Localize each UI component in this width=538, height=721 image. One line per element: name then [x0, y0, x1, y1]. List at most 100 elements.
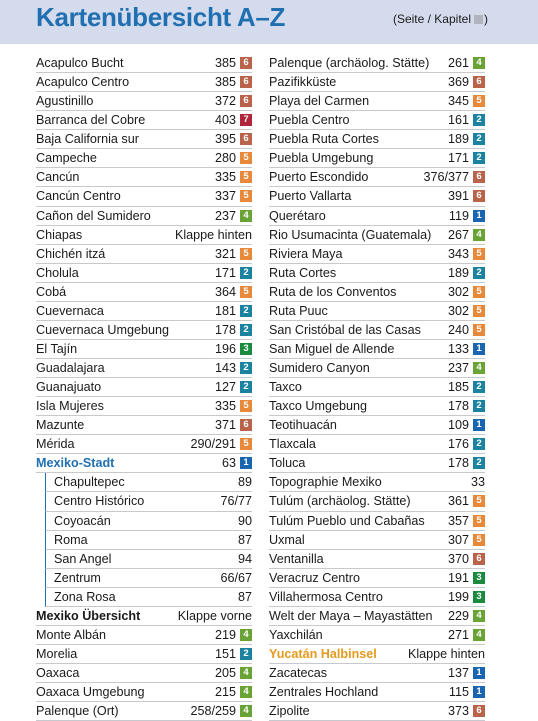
index-row[interactable]: Chapultepec 89 — [45, 473, 252, 493]
index-row[interactable]: Mexiko Übersicht Klappe vorne — [36, 607, 252, 626]
index-row[interactable]: Puerto Vallarta 391 6 — [269, 187, 485, 207]
index-row[interactable]: Zipolite 373 6 — [269, 702, 485, 721]
index-row[interactable]: Palenque (Ort) 258/259 4 — [36, 702, 252, 721]
chapter-badge: 5 — [240, 152, 252, 165]
index-row[interactable]: Cuevernaca 181 2 — [36, 302, 252, 321]
map-name: Cancún — [36, 170, 80, 185]
index-row[interactable]: Querétaro 119 1 — [269, 207, 485, 226]
page-number: 115 — [448, 685, 469, 700]
index-row[interactable]: San Miguel de Allende 133 1 — [269, 340, 485, 359]
index-row[interactable]: Ruta de los Conventos 302 5 — [269, 283, 485, 302]
index-row[interactable]: Monte Albán 219 4 — [36, 626, 252, 645]
index-row[interactable]: Cancún 335 5 — [36, 168, 252, 188]
index-row[interactable]: Zacatecas 137 1 — [269, 664, 485, 684]
page-number: 127 — [214, 380, 236, 395]
page-header: Kartenübersicht A–Z (Seite / Kapitel) — [0, 0, 538, 44]
index-row[interactable]: Uxmal 307 5 — [269, 531, 485, 550]
index-row[interactable]: Acapulco Bucht 385 6 — [36, 54, 252, 74]
index-row[interactable]: Ventanilla 370 6 — [269, 550, 485, 569]
index-row[interactable]: San Angel 94 — [45, 549, 252, 569]
index-row[interactable]: Playa del Carmen 345 5 — [269, 92, 485, 112]
page-number: 357 — [447, 513, 469, 528]
index-row[interactable]: Toluca 178 2 — [269, 454, 485, 474]
chapter-badge: 4 — [240, 686, 252, 699]
index-row[interactable]: Campeche 280 5 — [36, 149, 252, 169]
index-row[interactable]: El Tajín 196 3 — [36, 340, 252, 359]
index-row[interactable]: Chiapas Klappe hinten — [36, 226, 252, 245]
index-row[interactable]: Cañon del Sumidero 237 4 — [36, 207, 252, 226]
index-row[interactable]: Rio Usumacinta (Guatemala) 267 4 — [269, 226, 485, 245]
page-number: 90 — [237, 513, 252, 528]
page-number: 385 — [214, 56, 236, 70]
index-row[interactable]: Sumidero Canyon 237 4 — [269, 359, 485, 379]
index-row[interactable]: Tulúm Pueblo und Cabañas 357 5 — [269, 512, 485, 531]
index-row[interactable]: Cobá 364 5 — [36, 283, 252, 302]
index-row[interactable]: Centro Histórico 76/77 — [45, 492, 252, 512]
index-row[interactable]: Mazunte 371 6 — [36, 416, 252, 436]
index-row[interactable]: Guanajuato 127 2 — [36, 378, 252, 398]
index-row[interactable]: Baja California sur 395 6 — [36, 130, 252, 150]
chapter-badge: 5 — [473, 304, 485, 317]
index-row[interactable]: Isla Mujeres 335 5 — [36, 397, 252, 417]
index-row[interactable]: Yucatán Halbinsel Klappe hinten — [269, 645, 485, 664]
index-row[interactable]: Teotihuacán 109 1 — [269, 416, 485, 436]
index-row[interactable]: Coyoacán 90 — [45, 511, 252, 531]
index-row[interactable]: Oaxaca 205 4 — [36, 664, 252, 684]
page-number: 302 — [447, 303, 469, 318]
chapter-badge: 2 — [240, 266, 252, 279]
index-row[interactable]: Barranca del Cobre 403 7 — [36, 111, 252, 131]
map-name: Veracruz Centro — [269, 570, 360, 585]
map-name: Isla Mujeres — [36, 399, 104, 414]
chapter-badge: 1 — [473, 667, 485, 679]
page-number: 181 — [214, 303, 236, 318]
index-row[interactable]: Cholula 171 2 — [36, 264, 252, 283]
index-row[interactable]: Zentrum 66/67 — [45, 568, 252, 588]
chapter-badge: 2 — [240, 381, 252, 394]
chapter-badge: 4 — [473, 57, 485, 69]
index-row[interactable]: Ruta Puuc 302 5 — [269, 302, 485, 321]
index-row[interactable]: Welt der Maya – Mayastätten 229 4 — [269, 607, 485, 626]
index-row[interactable]: Roma 87 — [45, 530, 252, 550]
map-name: Taxco Umgebung — [269, 399, 368, 414]
index-row[interactable]: Zentrales Hochland 115 1 — [269, 683, 485, 703]
index-row[interactable]: Mexiko-Stadt 63 1 — [36, 454, 252, 474]
index-row[interactable]: Ruta Cortes 189 2 — [269, 264, 485, 283]
index-row[interactable]: Taxco Umgebung 178 2 — [269, 397, 485, 417]
index-row[interactable]: Mérida 290/291 5 — [36, 435, 252, 455]
index-row[interactable]: Chichén itzá 321 5 — [36, 245, 252, 264]
page-number: 280 — [214, 151, 236, 166]
index-row[interactable]: Topographie Mexiko 33 — [269, 473, 485, 493]
chapter-badge: 5 — [473, 514, 485, 527]
index-row[interactable]: Palenque (archäolog. Stätte) 261 4 — [269, 54, 485, 74]
index-row[interactable]: Puebla Umgebung 171 2 — [269, 149, 485, 169]
index-row[interactable]: Morelia 151 2 — [36, 645, 252, 664]
page-number: 361 — [447, 494, 469, 509]
index-row[interactable]: Cuevernaca Umgebung 178 2 — [36, 321, 252, 340]
page-number: 109 — [447, 418, 469, 433]
index-row[interactable]: Acapulco Centro 385 6 — [36, 73, 252, 93]
index-row[interactable]: Riviera Maya 343 5 — [269, 245, 485, 264]
index-row[interactable]: Oaxaca Umgebung 215 4 — [36, 683, 252, 703]
page-number: 391 — [447, 189, 469, 204]
index-row[interactable]: Pazifikküste 369 6 — [269, 73, 485, 93]
index-row[interactable]: Villahermosa Centro 199 3 — [269, 588, 485, 607]
chapter-badge: 5 — [240, 285, 252, 298]
index-row[interactable]: Taxco 185 2 — [269, 378, 485, 398]
page-number: 345 — [447, 94, 469, 109]
page-number: 258/259 — [190, 704, 236, 719]
index-row[interactable]: Cancún Centro 337 5 — [36, 187, 252, 207]
index-row[interactable]: Puebla Ruta Cortes 189 2 — [269, 130, 485, 150]
index-row[interactable]: Tulúm (archäolog. Stätte) 361 5 — [269, 492, 485, 512]
index-row[interactable]: San Cristóbal de las Casas 240 5 — [269, 321, 485, 340]
map-name: Zentrum — [54, 570, 101, 585]
index-row[interactable]: Veracruz Centro 191 3 — [269, 569, 485, 588]
index-row[interactable]: Tlaxcala 176 2 — [269, 435, 485, 455]
index-row[interactable]: Yaxchilán 271 4 — [269, 626, 485, 645]
index-row[interactable]: Agustinillo 372 6 — [36, 92, 252, 112]
chapter-badge: 4 — [473, 628, 485, 641]
index-row[interactable]: Guadalajara 143 2 — [36, 359, 252, 379]
index-row[interactable]: Puebla Centro 161 2 — [269, 111, 485, 131]
index-row[interactable]: Puerto Escondido 376/377 6 — [269, 168, 485, 188]
chapter-badge: 4 — [473, 362, 485, 374]
index-row[interactable]: Zona Rosa 87 — [45, 587, 252, 607]
